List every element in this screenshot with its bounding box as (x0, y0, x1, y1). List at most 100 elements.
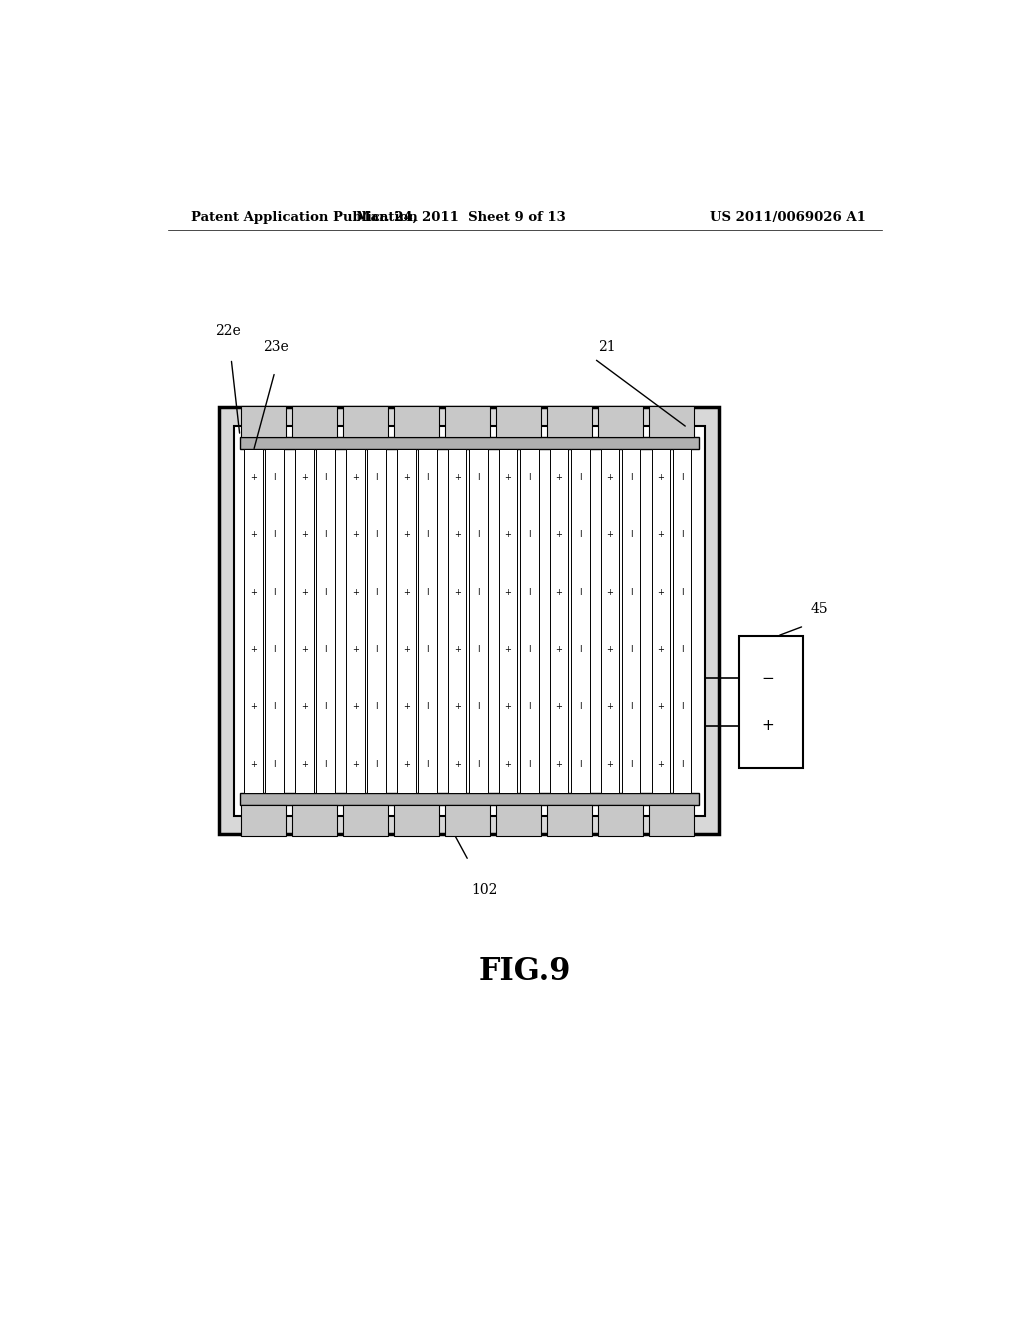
Text: +: + (351, 645, 358, 653)
Bar (469, 449, 487, 793)
Text: +: + (351, 760, 358, 768)
Text: I: I (375, 702, 378, 711)
Text: I: I (375, 531, 378, 540)
Bar (265, 449, 284, 793)
Bar (445, 805, 489, 836)
Text: +: + (505, 760, 512, 768)
Text: I: I (273, 760, 275, 768)
Bar (601, 449, 620, 793)
Text: I: I (579, 587, 582, 597)
Text: +: + (606, 760, 613, 768)
Text: I: I (273, 473, 275, 482)
Text: +: + (556, 531, 562, 540)
Bar (343, 805, 388, 836)
Bar (394, 805, 439, 836)
Text: I: I (681, 531, 683, 540)
Text: I: I (375, 760, 378, 768)
Text: I: I (273, 645, 275, 653)
Text: I: I (681, 587, 683, 597)
Text: +: + (402, 531, 410, 540)
Text: +: + (402, 473, 410, 482)
Bar (497, 407, 541, 437)
Bar (316, 449, 335, 793)
Text: +: + (351, 473, 358, 482)
Bar (367, 449, 386, 793)
Text: 45: 45 (811, 602, 828, 615)
Text: +: + (606, 645, 613, 653)
Text: +: + (761, 718, 774, 734)
Text: I: I (324, 587, 327, 597)
Bar (649, 407, 694, 437)
Text: I: I (528, 473, 530, 482)
Text: I: I (426, 587, 428, 597)
Text: +: + (556, 702, 562, 711)
Text: +: + (351, 702, 358, 711)
Bar (499, 449, 517, 793)
Text: Patent Application Publication: Patent Application Publication (191, 211, 418, 224)
Text: +: + (556, 473, 562, 482)
Text: I: I (630, 587, 633, 597)
Text: +: + (454, 702, 461, 711)
Text: +: + (402, 702, 410, 711)
Text: +: + (250, 473, 257, 482)
Text: I: I (324, 645, 327, 653)
Text: I: I (426, 645, 428, 653)
Text: +: + (250, 587, 257, 597)
Text: +: + (250, 760, 257, 768)
Text: +: + (556, 587, 562, 597)
Text: +: + (301, 587, 307, 597)
Text: I: I (477, 531, 479, 540)
Text: −: − (761, 671, 774, 686)
Bar (242, 407, 286, 437)
Text: +: + (301, 645, 307, 653)
Bar (418, 449, 436, 793)
Bar (240, 793, 698, 805)
Bar (343, 407, 388, 437)
Bar (547, 407, 592, 437)
Text: +: + (657, 702, 665, 711)
Text: I: I (579, 702, 582, 711)
Bar (622, 449, 640, 793)
Text: US 2011/0069026 A1: US 2011/0069026 A1 (711, 211, 866, 224)
Text: I: I (477, 702, 479, 711)
Text: +: + (351, 531, 358, 540)
Text: I: I (579, 473, 582, 482)
Text: 21: 21 (598, 339, 615, 354)
Text: +: + (505, 702, 512, 711)
Text: +: + (606, 702, 613, 711)
Text: I: I (630, 645, 633, 653)
Text: +: + (657, 473, 665, 482)
Text: 102: 102 (472, 883, 498, 898)
Text: +: + (505, 473, 512, 482)
Text: +: + (556, 645, 562, 653)
Text: I: I (528, 587, 530, 597)
Text: I: I (426, 531, 428, 540)
Text: +: + (454, 760, 461, 768)
Text: +: + (454, 645, 461, 653)
Text: I: I (630, 531, 633, 540)
Text: I: I (324, 702, 327, 711)
Text: +: + (606, 531, 613, 540)
Text: I: I (528, 645, 530, 653)
Bar (219, 408, 719, 834)
Text: 22e: 22e (215, 325, 241, 338)
Bar (293, 407, 337, 437)
Text: I: I (273, 531, 275, 540)
Bar (240, 437, 698, 449)
Text: I: I (375, 473, 378, 482)
Text: I: I (477, 760, 479, 768)
Text: I: I (579, 760, 582, 768)
Bar (394, 407, 439, 437)
Text: +: + (301, 760, 307, 768)
Text: I: I (324, 473, 327, 482)
Bar (244, 449, 262, 793)
Text: I: I (375, 587, 378, 597)
Text: I: I (528, 702, 530, 711)
Bar (520, 449, 539, 793)
Text: I: I (426, 702, 428, 711)
Text: +: + (505, 531, 512, 540)
Bar (550, 449, 568, 793)
Text: I: I (630, 760, 633, 768)
Text: +: + (402, 645, 410, 653)
Text: +: + (454, 587, 461, 597)
